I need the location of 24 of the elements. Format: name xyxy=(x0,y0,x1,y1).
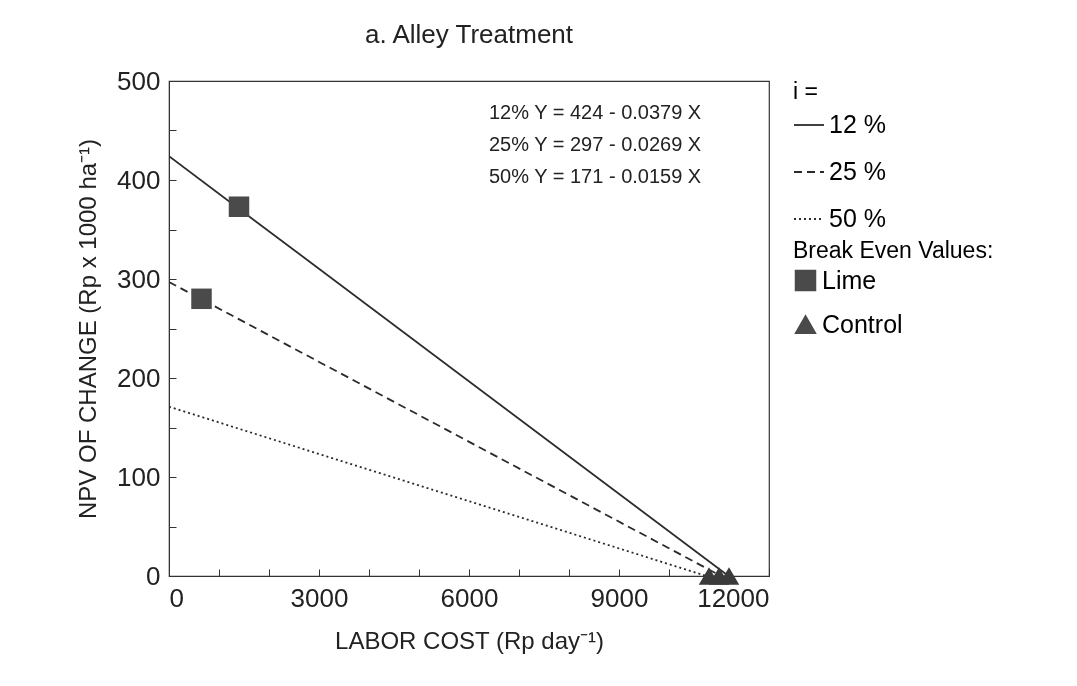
legend-label: 50 % xyxy=(829,204,886,232)
text: Break Even Values: xyxy=(793,237,994,263)
x-tick-label: 3000 xyxy=(290,582,349,613)
x-axis-title: LABOR COST (Rp day⁻¹) xyxy=(335,626,604,654)
y-tick-label: 300 xyxy=(117,263,161,294)
x-tick-label: 6000 xyxy=(440,582,499,613)
x-tick-label: 0 xyxy=(169,582,184,613)
legend-label: Lime xyxy=(822,265,877,294)
y-tick-label: 100 xyxy=(117,461,161,492)
y-axis-title: NPV OF CHANGE (Rp x 1000 ha⁻¹) xyxy=(74,138,102,520)
legend-title: i = xyxy=(793,78,818,104)
y-tick-label: 0 xyxy=(146,560,161,591)
legend-label: Control xyxy=(822,309,903,338)
annotation: 12% Y = 424 - 0.0379 X xyxy=(489,101,702,123)
y-tick-label: 500 xyxy=(117,65,161,96)
y-tick-label: 200 xyxy=(117,362,161,393)
x-tick-label: 12000 xyxy=(697,582,770,613)
legend-label: 25 % xyxy=(829,157,886,185)
x-tick-label: 9000 xyxy=(590,582,649,613)
y-tick-label: 400 xyxy=(117,164,161,195)
legend-label: 12 % xyxy=(829,110,886,138)
annotation: 50% Y = 171 - 0.0159 X xyxy=(489,165,702,187)
chart-title: a. Alley Treatment xyxy=(364,19,574,49)
annotation: 25% Y = 297 - 0.0269 X xyxy=(489,133,702,155)
